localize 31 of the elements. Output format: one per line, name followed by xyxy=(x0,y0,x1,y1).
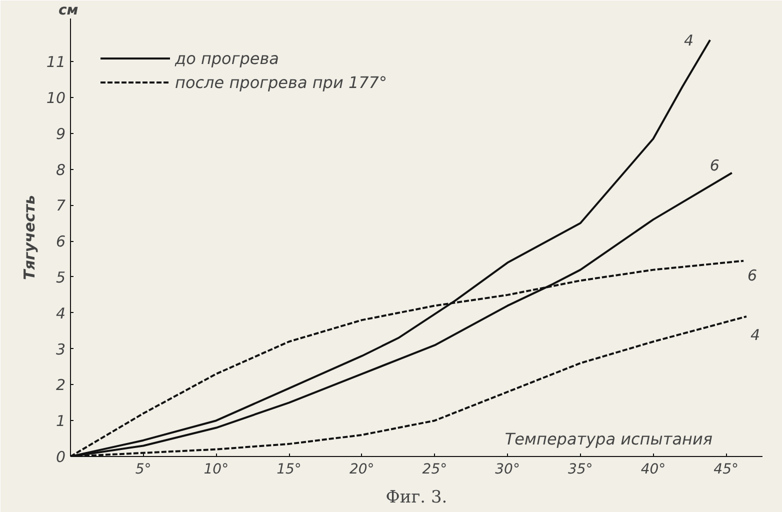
x-tick-label: 15° xyxy=(276,462,302,478)
annotation: 6 xyxy=(748,266,758,284)
x-tick-label: 5° xyxy=(135,462,152,478)
x-axis-title: Температура испытания xyxy=(504,430,713,448)
y-tick-label: 6 xyxy=(56,232,66,251)
annotation: 6 xyxy=(710,156,720,174)
x-tick-label: 35° xyxy=(568,462,593,478)
annotation: 4 xyxy=(684,32,694,50)
y-tick-label: 0 xyxy=(56,448,66,466)
legend-label: после прогрева при 177° xyxy=(175,72,387,92)
y-tick-label: 1 xyxy=(56,412,66,430)
x-tick-label: 40° xyxy=(640,462,666,478)
y-tick-label: 9 xyxy=(56,124,66,143)
y-tick-label: 5 xyxy=(56,268,66,286)
x-tick-label: 45° xyxy=(714,462,738,478)
y-axis-title: Тягучесть xyxy=(20,194,38,280)
y-tick-label: 3 xyxy=(56,340,66,358)
legend-label: до прогрева xyxy=(175,48,279,68)
y-tick-label: 8 xyxy=(56,160,66,179)
y-tick-label: 10 xyxy=(46,88,66,107)
annotation: 4 xyxy=(750,326,760,344)
text: Фиг. 3. xyxy=(386,488,448,508)
y-tick-label: 7 xyxy=(56,196,66,215)
x-tick-label: 30° xyxy=(495,462,520,478)
x-tick-label: 25° xyxy=(422,462,448,478)
x-tick-label: 20° xyxy=(349,462,374,478)
y-tick-label: 11 xyxy=(46,53,66,72)
y-tick-label: 2 xyxy=(56,376,66,394)
y-tick-label: 4 xyxy=(56,304,66,322)
text: см xyxy=(58,2,78,18)
x-tick-label: 10° xyxy=(204,462,229,478)
